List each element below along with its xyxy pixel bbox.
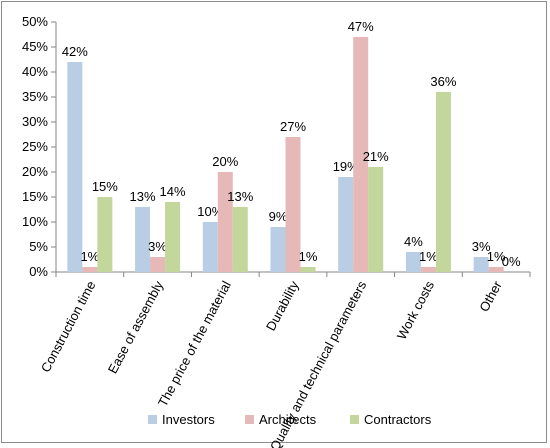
y-tick-label: 0% — [29, 264, 48, 279]
bar-architects — [150, 257, 166, 272]
category-label: Work costs — [394, 278, 438, 342]
bar-investors — [202, 222, 218, 272]
y-tick-label: 15% — [22, 189, 48, 204]
y-tick-label: 40% — [22, 64, 48, 79]
bar-investors — [405, 252, 421, 272]
bar-investors — [135, 207, 151, 272]
data-label: 15% — [92, 179, 118, 194]
data-label: 3% — [148, 239, 167, 254]
legend-label: Investors — [162, 412, 215, 427]
y-tick-label: 25% — [22, 139, 48, 154]
y-tick-label: 10% — [22, 214, 48, 229]
data-label: 13% — [130, 189, 156, 204]
legend-label: Contractors — [364, 412, 432, 427]
data-label: 20% — [212, 154, 238, 169]
data-label: 36% — [430, 74, 456, 89]
data-label: 10% — [197, 204, 223, 219]
y-tick-label: 35% — [22, 89, 48, 104]
bar-contractors — [232, 207, 248, 272]
category-label: Other — [476, 278, 505, 314]
data-label: 47% — [348, 19, 374, 34]
bar-architects — [420, 267, 436, 272]
data-label: 0% — [502, 254, 521, 269]
data-label: 1% — [487, 249, 506, 264]
legend-swatch-contractors — [350, 415, 359, 424]
data-label: 19% — [333, 159, 359, 174]
bar-contractors — [97, 197, 113, 272]
bar-contractors — [165, 202, 181, 272]
legend-swatch-architects — [245, 415, 254, 424]
legend-swatch-investors — [148, 415, 157, 424]
bar-investors — [473, 257, 489, 272]
data-label: 4% — [404, 234, 423, 249]
bar-contractors — [300, 267, 316, 272]
y-tick-label: 45% — [22, 39, 48, 54]
bar-architects — [488, 267, 504, 272]
data-label: 21% — [363, 149, 389, 164]
data-label: 14% — [160, 184, 186, 199]
y-tick-label: 20% — [22, 164, 48, 179]
bar-architects — [353, 37, 369, 272]
bar-architects — [217, 172, 233, 272]
bar-investors — [270, 227, 286, 272]
category-label: Durability — [263, 278, 302, 333]
y-tick-label: 50% — [22, 14, 48, 29]
data-label: 3% — [472, 239, 491, 254]
bar-contractors — [368, 167, 384, 272]
category-label: The price of the material — [155, 278, 234, 409]
data-label: 27% — [280, 119, 306, 134]
bar-investors — [67, 62, 83, 272]
y-tick-label: 5% — [29, 239, 48, 254]
category-label: Construction time — [38, 278, 99, 374]
data-label: 13% — [227, 189, 253, 204]
data-label: 9% — [269, 209, 288, 224]
data-label: 1% — [299, 249, 318, 264]
data-label: 1% — [419, 249, 438, 264]
y-tick-label: 30% — [22, 114, 48, 129]
bar-contractors — [435, 92, 451, 272]
category-label: Ease of assembly — [105, 278, 167, 376]
bar-architects — [82, 267, 98, 272]
legend-label: Architects — [259, 412, 317, 427]
data-label: 1% — [80, 249, 99, 264]
data-label: 42% — [62, 44, 88, 59]
bar-investors — [338, 177, 354, 272]
bar-architects — [285, 137, 301, 272]
